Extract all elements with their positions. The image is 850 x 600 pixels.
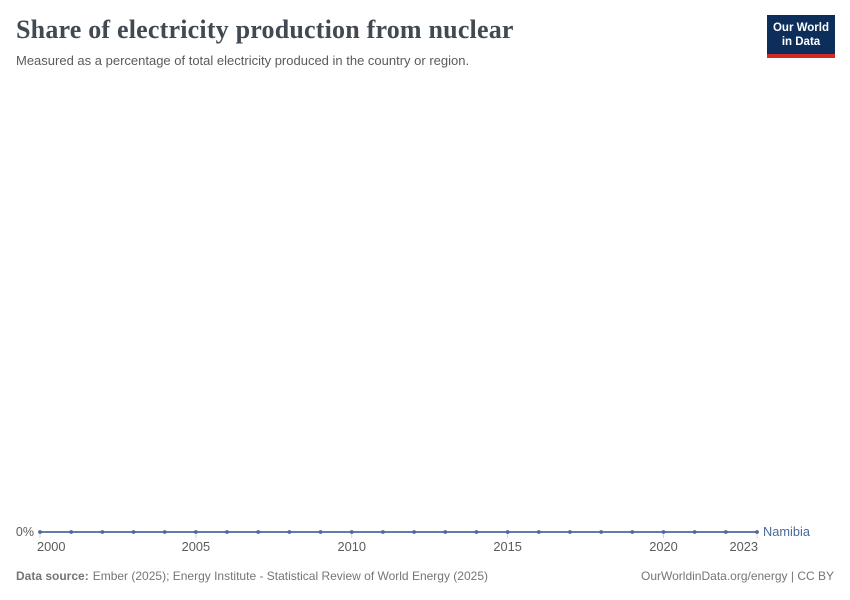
x-axis-tick-label-2005: 2005 xyxy=(181,539,211,554)
x-axis-tick-label-2020: 2020 xyxy=(649,539,678,554)
x-axis-tick-label-2010: 2010 xyxy=(337,539,366,554)
data-point-marker xyxy=(755,530,759,534)
x-axis-tick-label-2000: 2000 xyxy=(37,539,66,554)
data-point-marker xyxy=(443,530,448,534)
data-point-marker xyxy=(536,530,541,534)
data-point-marker xyxy=(381,530,385,534)
data-point-marker xyxy=(38,530,42,534)
data-point-marker xyxy=(69,530,74,534)
owid-logo-text-line2: in Data xyxy=(781,35,821,48)
data-point-marker xyxy=(131,530,136,534)
data-point-marker xyxy=(474,530,479,534)
footer-citation: OurWorldinData.org/energy | CC BY xyxy=(641,569,834,583)
chart-subtitle: Measured as a percentage of total electr… xyxy=(16,53,470,68)
data-point-marker xyxy=(412,530,416,534)
owid-logo-text-line1: Our World xyxy=(772,21,829,34)
data-point-marker xyxy=(661,530,666,534)
chart-footer: Data source: Ember (2025); Energy Institu… xyxy=(16,569,834,584)
data-point-marker xyxy=(287,530,292,534)
owid-logo: Our World in Data xyxy=(767,15,835,58)
data-point-marker xyxy=(505,530,510,534)
y-axis-tick-label: 0% xyxy=(15,525,34,539)
data-point-marker xyxy=(349,530,354,534)
data-point-marker xyxy=(568,530,572,534)
data-source-note: Data source: Ember (2025); Energy Institu… xyxy=(16,569,488,584)
owid-logo-red-stripe xyxy=(767,54,835,58)
x-axis-tick-label-2023: 2023 xyxy=(729,539,758,554)
data-point-marker xyxy=(100,530,105,534)
data-point-marker xyxy=(318,530,323,534)
data-source-text: Ember (2025); Energy Institute - Statist… xyxy=(92,569,488,583)
chart-title: Share of electricity production from nuc… xyxy=(16,15,514,44)
data-point-marker xyxy=(162,530,167,534)
data-point-marker xyxy=(599,530,604,534)
data-point-marker xyxy=(630,530,635,534)
chart-header: Share of electricity production from nuc… xyxy=(16,13,746,69)
entity-line-label: Namibia xyxy=(763,524,810,539)
data-point-marker xyxy=(723,530,728,534)
data-source-label: Data source: xyxy=(16,569,89,583)
x-axis-tick-label-2015: 2015 xyxy=(493,539,522,554)
data-point-marker xyxy=(193,530,198,534)
data-point-marker xyxy=(256,530,261,534)
data-point-marker xyxy=(225,530,229,534)
data-point-marker xyxy=(692,530,697,534)
